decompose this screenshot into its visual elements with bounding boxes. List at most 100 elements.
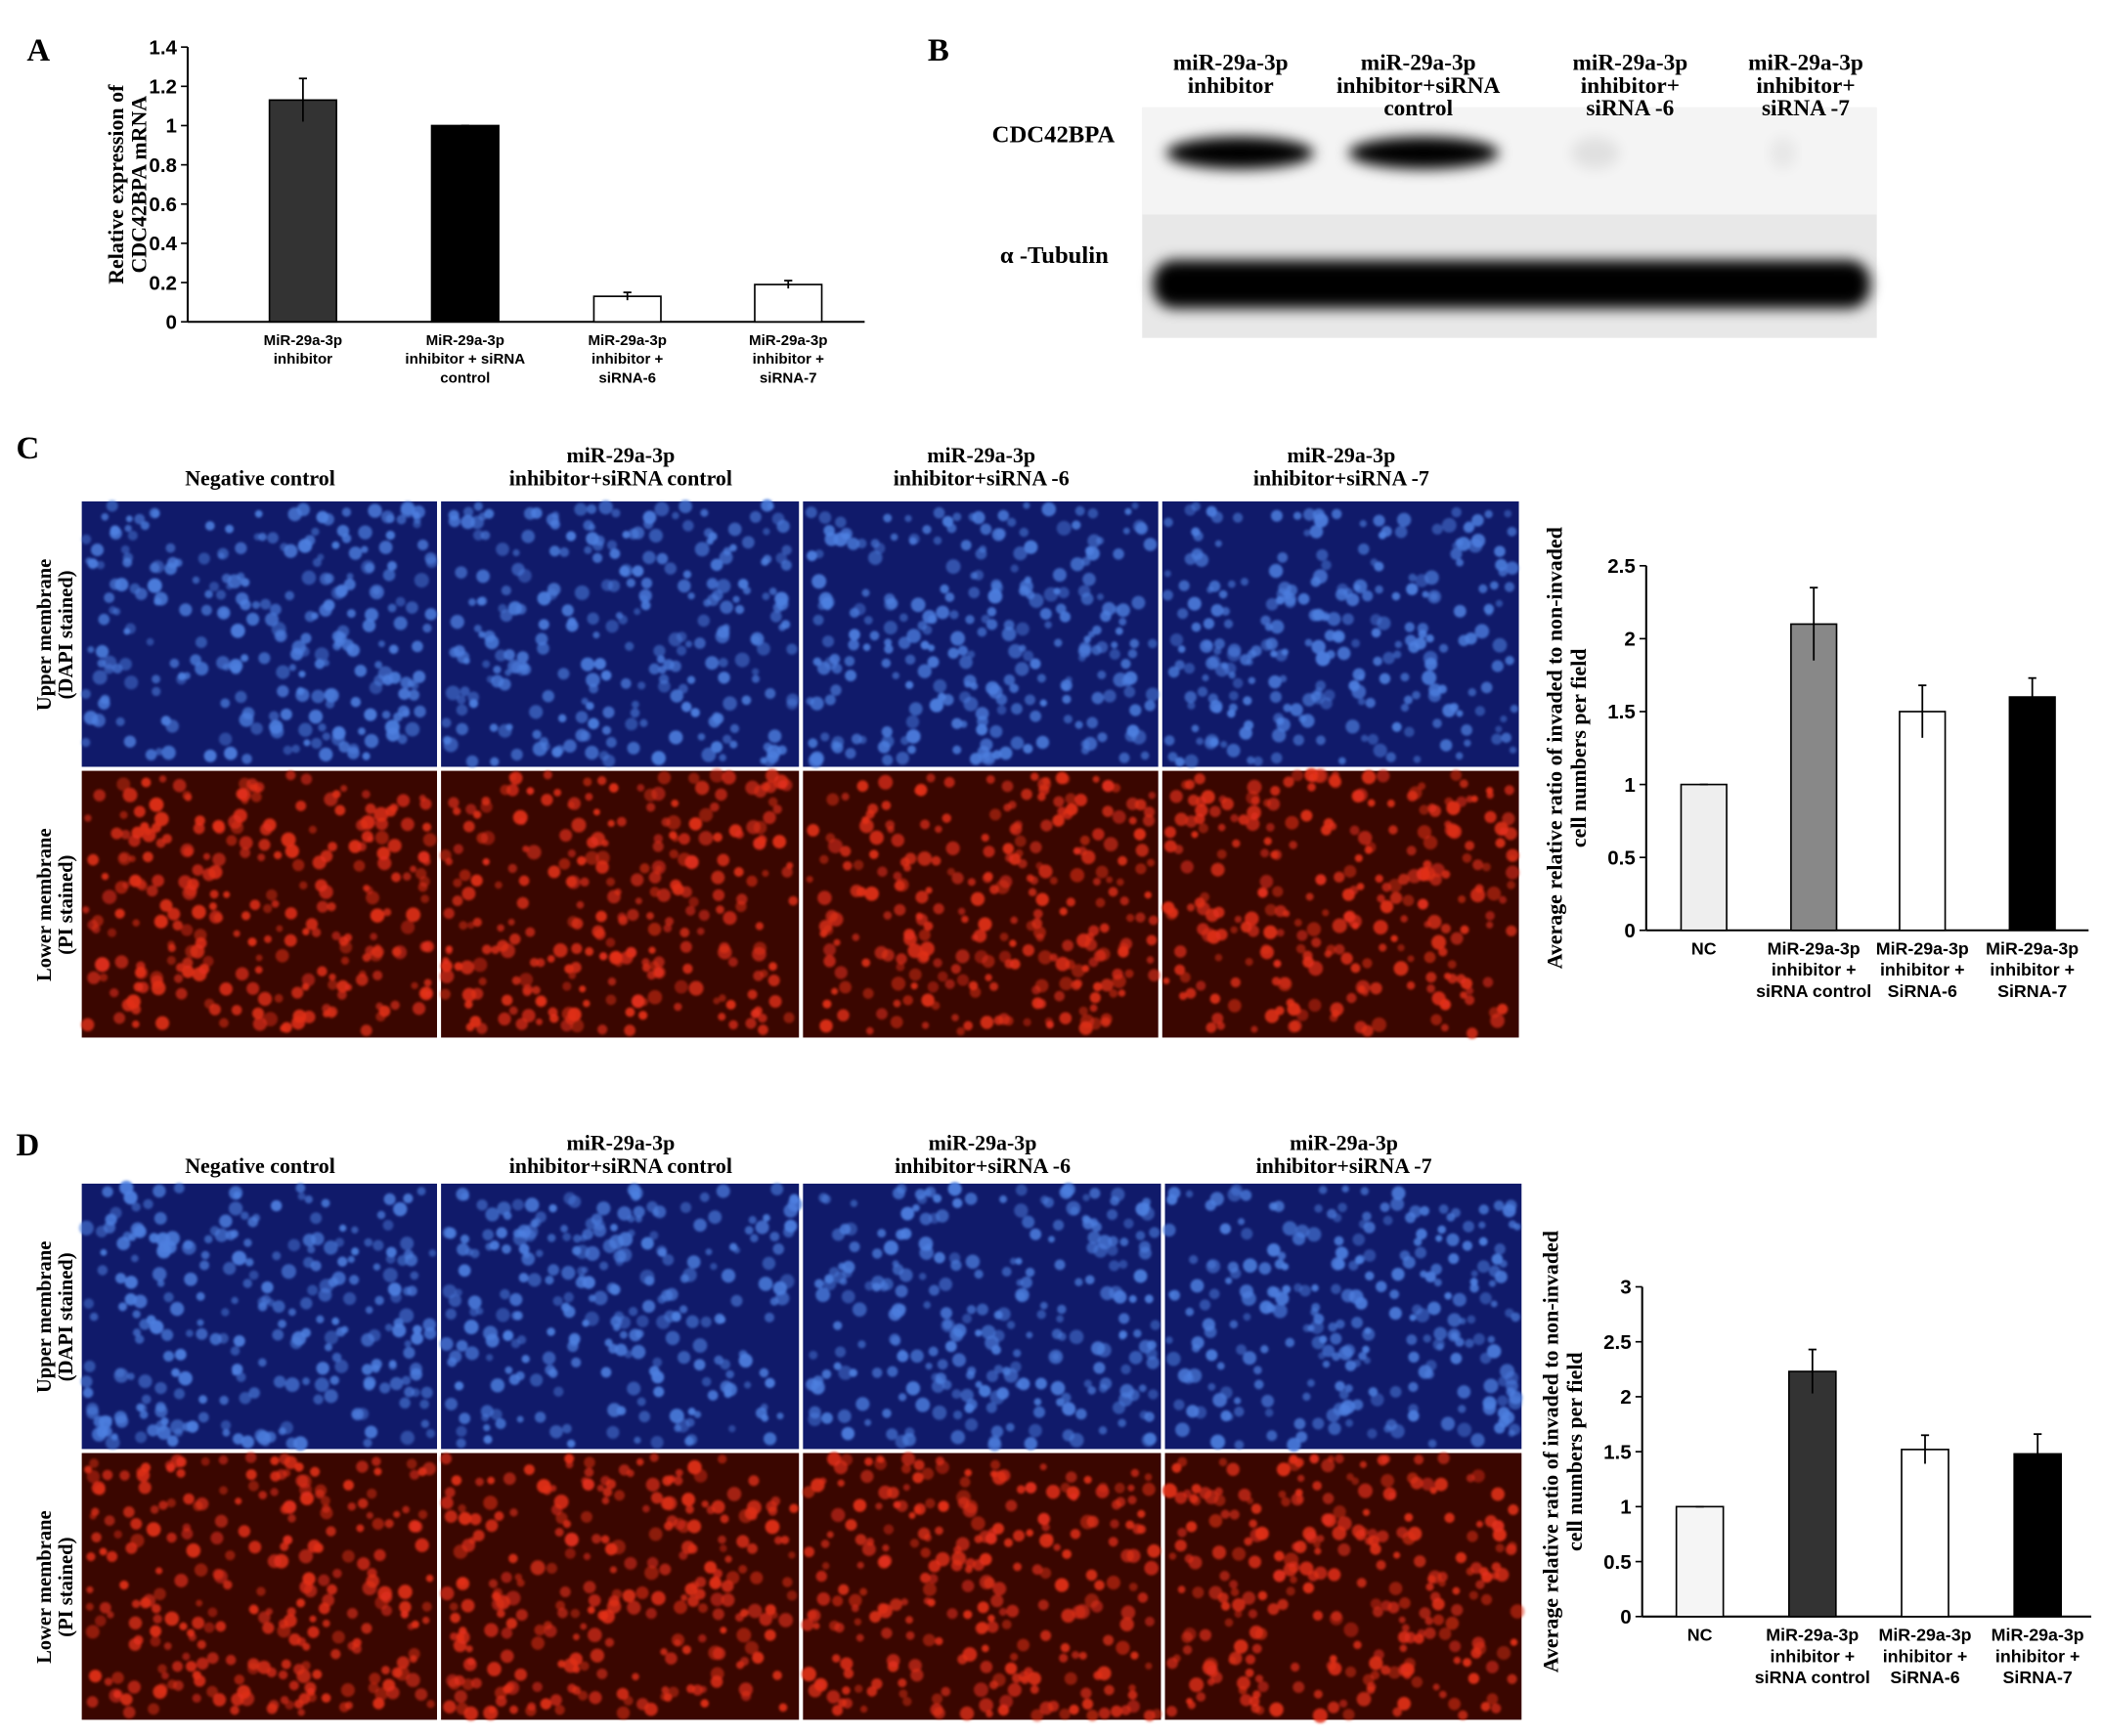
cell-nucleus [1098, 1482, 1109, 1493]
cell-nucleus [311, 527, 320, 537]
cell-nucleus [316, 900, 328, 913]
cell-nucleus [698, 1603, 708, 1614]
cell-nucleus [1432, 1338, 1445, 1351]
cell-nucleus [306, 1687, 316, 1696]
cell-nucleus [1348, 1260, 1359, 1271]
cell-nucleus [454, 962, 463, 972]
cell-nucleus [1292, 1681, 1305, 1693]
cell-nucleus [1120, 1548, 1134, 1563]
cell-nucleus [502, 994, 513, 1006]
cell-nucleus [1247, 805, 1261, 820]
cell-nucleus [457, 695, 466, 705]
cell-nucleus [583, 1581, 596, 1594]
cell-nucleus [236, 1371, 246, 1382]
cell-nucleus [183, 1493, 195, 1505]
cell-nucleus [1404, 1631, 1417, 1644]
cell-nucleus [1200, 891, 1210, 902]
cell-nucleus [175, 963, 186, 973]
cell-nucleus [1048, 1236, 1055, 1243]
cell-nucleus [1106, 876, 1114, 884]
cell-nucleus [814, 549, 824, 559]
cell-nucleus [1208, 655, 1221, 668]
cell-nucleus [623, 1695, 634, 1706]
cell-nucleus [660, 1497, 675, 1510]
cell-nucleus [936, 1209, 949, 1223]
cell-nucleus [805, 506, 817, 519]
cell-nucleus [81, 534, 92, 544]
cell-nucleus [318, 723, 327, 732]
cell-nucleus [821, 1411, 833, 1424]
cell-nucleus [361, 1332, 374, 1347]
cell-nucleus [207, 1607, 218, 1618]
cell-nucleus [1466, 986, 1474, 995]
cell-nucleus [196, 1291, 205, 1301]
cell-nucleus [357, 1557, 371, 1571]
cell-nucleus [585, 1311, 599, 1326]
x-tick-label: MiR-29a-3p inhibitor + SiRNA-7 [1992, 1625, 2084, 1687]
cell-nucleus [981, 1324, 996, 1340]
cell-nucleus [606, 1282, 618, 1294]
cell-nucleus [1478, 1221, 1486, 1229]
cell-nucleus [153, 1212, 167, 1225]
cell-nucleus [1052, 814, 1065, 827]
cell-nucleus [1417, 1628, 1426, 1638]
cell-nucleus [361, 559, 375, 575]
cell-nucleus [1029, 592, 1044, 608]
cell-nucleus [475, 1307, 484, 1316]
cell-nucleus [650, 1435, 664, 1450]
cell-nucleus [1218, 1457, 1228, 1467]
cell-nucleus [736, 1535, 750, 1548]
cell-nucleus [1187, 596, 1202, 611]
cell-nucleus [1106, 1576, 1120, 1590]
error-bar [298, 77, 307, 122]
cell-nucleus [591, 832, 605, 846]
panel-label: C [16, 431, 39, 466]
cell-nucleus [1361, 1024, 1374, 1037]
cell-nucleus [1092, 775, 1100, 783]
cell-nucleus [1359, 520, 1367, 528]
cell-nucleus [1349, 825, 1360, 836]
cell-nucleus [1366, 1681, 1377, 1692]
micrograph-row-label: Lower membrane(PI stained) [34, 828, 77, 981]
cell-nucleus [991, 1470, 1007, 1486]
cell-nucleus [155, 1016, 170, 1030]
cell-nucleus [135, 587, 148, 600]
cell-nucleus [1037, 950, 1053, 965]
cell-nucleus [367, 1568, 377, 1579]
cell-nucleus [1373, 514, 1385, 527]
cell-nucleus [399, 1397, 411, 1409]
cell-nucleus [712, 1647, 726, 1661]
cell-nucleus [310, 1466, 321, 1477]
cell-nucleus [140, 1597, 152, 1609]
cell-nucleus [401, 920, 416, 934]
cell-nucleus [1245, 1654, 1256, 1665]
cell-nucleus [456, 1339, 468, 1352]
cell-nucleus [307, 1539, 322, 1553]
cell-nucleus [588, 1294, 596, 1302]
cell-nucleus [1493, 1200, 1505, 1211]
cell-nucleus [649, 1231, 659, 1240]
cell-nucleus [987, 1614, 995, 1623]
cell-nucleus [1302, 1324, 1311, 1332]
cell-nucleus [186, 1329, 194, 1337]
cell-nucleus [682, 520, 694, 532]
cell-nucleus [278, 1320, 286, 1328]
cell-nucleus [909, 1539, 920, 1548]
cell-nucleus [500, 784, 511, 796]
cell-nucleus [314, 1377, 329, 1393]
cell-nucleus [712, 1608, 724, 1621]
cell-nucleus [367, 835, 374, 843]
cell-nucleus [460, 960, 475, 975]
cell-nucleus [322, 732, 330, 741]
cell-nucleus [963, 1020, 974, 1031]
cell-nucleus [883, 1524, 895, 1535]
cell-nucleus [1137, 1509, 1146, 1518]
x-tick-label: MiR-29a-3p inhibitor + SiRNA-7 [1986, 938, 2079, 1001]
cell-nucleus [822, 999, 832, 1009]
cell-nucleus [122, 557, 133, 568]
cell-nucleus [132, 1328, 142, 1337]
cell-nucleus [854, 1684, 863, 1693]
cell-nucleus [682, 963, 693, 975]
cell-nucleus [1276, 929, 1285, 937]
cell-nucleus [648, 1366, 660, 1377]
